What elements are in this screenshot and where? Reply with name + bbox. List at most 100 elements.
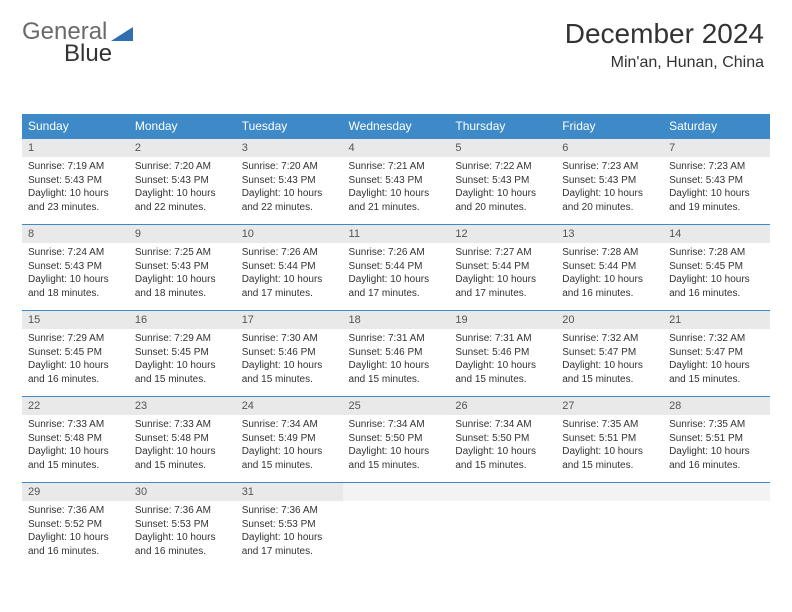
day-number: 11 [343,225,450,243]
weekday-header: Wednesday [343,114,450,139]
calendar-table: Sunday Monday Tuesday Wednesday Thursday… [22,114,770,569]
day-details: Sunrise: 7:26 AMSunset: 5:44 PMDaylight:… [236,243,343,304]
day-details: Sunrise: 7:35 AMSunset: 5:51 PMDaylight:… [556,415,663,476]
calendar-cell: 30Sunrise: 7:36 AMSunset: 5:53 PMDayligh… [129,483,236,569]
day-details: Sunrise: 7:36 AMSunset: 5:53 PMDaylight:… [129,501,236,562]
day-details: Sunrise: 7:28 AMSunset: 5:45 PMDaylight:… [663,243,770,304]
calendar-cell: 15Sunrise: 7:29 AMSunset: 5:45 PMDayligh… [22,311,129,397]
calendar-cell: 18Sunrise: 7:31 AMSunset: 5:46 PMDayligh… [343,311,450,397]
calendar-cell: 29Sunrise: 7:36 AMSunset: 5:52 PMDayligh… [22,483,129,569]
day-details: Sunrise: 7:26 AMSunset: 5:44 PMDaylight:… [343,243,450,304]
weekday-header: Tuesday [236,114,343,139]
day-number: 6 [556,139,663,157]
calendar-row: 15Sunrise: 7:29 AMSunset: 5:45 PMDayligh… [22,311,770,397]
calendar-cell: 11Sunrise: 7:26 AMSunset: 5:44 PMDayligh… [343,225,450,311]
day-details: Sunrise: 7:33 AMSunset: 5:48 PMDaylight:… [22,415,129,476]
day-number: 18 [343,311,450,329]
weekday-header: Sunday [22,114,129,139]
day-details: Sunrise: 7:34 AMSunset: 5:50 PMDaylight:… [343,415,450,476]
calendar-cell: 10Sunrise: 7:26 AMSunset: 5:44 PMDayligh… [236,225,343,311]
day-number: 14 [663,225,770,243]
weekday-header: Thursday [449,114,556,139]
day-details: Sunrise: 7:25 AMSunset: 5:43 PMDaylight:… [129,243,236,304]
day-number: 21 [663,311,770,329]
calendar-cell: 1Sunrise: 7:19 AMSunset: 5:43 PMDaylight… [22,139,129,225]
day-details: Sunrise: 7:21 AMSunset: 5:43 PMDaylight:… [343,157,450,218]
page-title: December 2024 [565,18,764,50]
day-details: Sunrise: 7:23 AMSunset: 5:43 PMDaylight:… [556,157,663,218]
day-number: 28 [663,397,770,415]
header-right: December 2024 Min'an, Hunan, China [565,18,764,72]
empty-day [663,483,770,501]
logo-text-2: Blue [64,40,112,67]
calendar-cell: 2Sunrise: 7:20 AMSunset: 5:43 PMDaylight… [129,139,236,225]
day-number: 17 [236,311,343,329]
day-number: 4 [343,139,450,157]
day-details: Sunrise: 7:29 AMSunset: 5:45 PMDaylight:… [129,329,236,390]
day-details: Sunrise: 7:32 AMSunset: 5:47 PMDaylight:… [556,329,663,390]
calendar-cell: 27Sunrise: 7:35 AMSunset: 5:51 PMDayligh… [556,397,663,483]
day-details: Sunrise: 7:34 AMSunset: 5:50 PMDaylight:… [449,415,556,476]
day-number: 20 [556,311,663,329]
day-number: 23 [129,397,236,415]
weekday-header-row: Sunday Monday Tuesday Wednesday Thursday… [22,114,770,139]
day-number: 31 [236,483,343,501]
weekday-header: Monday [129,114,236,139]
calendar-cell: 4Sunrise: 7:21 AMSunset: 5:43 PMDaylight… [343,139,450,225]
day-details: Sunrise: 7:36 AMSunset: 5:52 PMDaylight:… [22,501,129,562]
weekday-header: Saturday [663,114,770,139]
day-number: 8 [22,225,129,243]
day-details: Sunrise: 7:23 AMSunset: 5:43 PMDaylight:… [663,157,770,218]
calendar-cell [449,483,556,569]
day-number: 7 [663,139,770,157]
calendar-cell: 26Sunrise: 7:34 AMSunset: 5:50 PMDayligh… [449,397,556,483]
day-details: Sunrise: 7:33 AMSunset: 5:48 PMDaylight:… [129,415,236,476]
day-number: 29 [22,483,129,501]
calendar-cell: 31Sunrise: 7:36 AMSunset: 5:53 PMDayligh… [236,483,343,569]
calendar-cell: 14Sunrise: 7:28 AMSunset: 5:45 PMDayligh… [663,225,770,311]
day-details: Sunrise: 7:36 AMSunset: 5:53 PMDaylight:… [236,501,343,562]
calendar-cell: 17Sunrise: 7:30 AMSunset: 5:46 PMDayligh… [236,311,343,397]
day-details: Sunrise: 7:28 AMSunset: 5:44 PMDaylight:… [556,243,663,304]
calendar-row: 29Sunrise: 7:36 AMSunset: 5:52 PMDayligh… [22,483,770,569]
empty-day [343,483,450,501]
day-number: 9 [129,225,236,243]
weekday-header: Friday [556,114,663,139]
calendar-cell: 13Sunrise: 7:28 AMSunset: 5:44 PMDayligh… [556,225,663,311]
day-number: 22 [22,397,129,415]
day-details: Sunrise: 7:27 AMSunset: 5:44 PMDaylight:… [449,243,556,304]
day-details: Sunrise: 7:20 AMSunset: 5:43 PMDaylight:… [129,157,236,218]
calendar-cell: 19Sunrise: 7:31 AMSunset: 5:46 PMDayligh… [449,311,556,397]
empty-day [449,483,556,501]
day-number: 3 [236,139,343,157]
day-number: 5 [449,139,556,157]
calendar-cell: 22Sunrise: 7:33 AMSunset: 5:48 PMDayligh… [22,397,129,483]
calendar-cell: 21Sunrise: 7:32 AMSunset: 5:47 PMDayligh… [663,311,770,397]
calendar-cell: 24Sunrise: 7:34 AMSunset: 5:49 PMDayligh… [236,397,343,483]
day-details: Sunrise: 7:30 AMSunset: 5:46 PMDaylight:… [236,329,343,390]
calendar-row: 1Sunrise: 7:19 AMSunset: 5:43 PMDaylight… [22,139,770,225]
day-number: 1 [22,139,129,157]
calendar-body: 1Sunrise: 7:19 AMSunset: 5:43 PMDaylight… [22,139,770,569]
calendar-cell [556,483,663,569]
calendar-cell: 20Sunrise: 7:32 AMSunset: 5:47 PMDayligh… [556,311,663,397]
day-number: 15 [22,311,129,329]
day-number: 25 [343,397,450,415]
calendar-cell: 3Sunrise: 7:20 AMSunset: 5:43 PMDaylight… [236,139,343,225]
day-number: 19 [449,311,556,329]
calendar-cell: 16Sunrise: 7:29 AMSunset: 5:45 PMDayligh… [129,311,236,397]
day-number: 26 [449,397,556,415]
calendar-cell [663,483,770,569]
calendar-row: 8Sunrise: 7:24 AMSunset: 5:43 PMDaylight… [22,225,770,311]
calendar-row: 22Sunrise: 7:33 AMSunset: 5:48 PMDayligh… [22,397,770,483]
calendar-cell: 12Sunrise: 7:27 AMSunset: 5:44 PMDayligh… [449,225,556,311]
day-number: 13 [556,225,663,243]
day-number: 24 [236,397,343,415]
day-number: 30 [129,483,236,501]
logo-triangle-icon [111,25,133,41]
day-details: Sunrise: 7:19 AMSunset: 5:43 PMDaylight:… [22,157,129,218]
day-number: 2 [129,139,236,157]
location-text: Min'an, Hunan, China [565,54,764,72]
day-details: Sunrise: 7:31 AMSunset: 5:46 PMDaylight:… [449,329,556,390]
day-number: 16 [129,311,236,329]
